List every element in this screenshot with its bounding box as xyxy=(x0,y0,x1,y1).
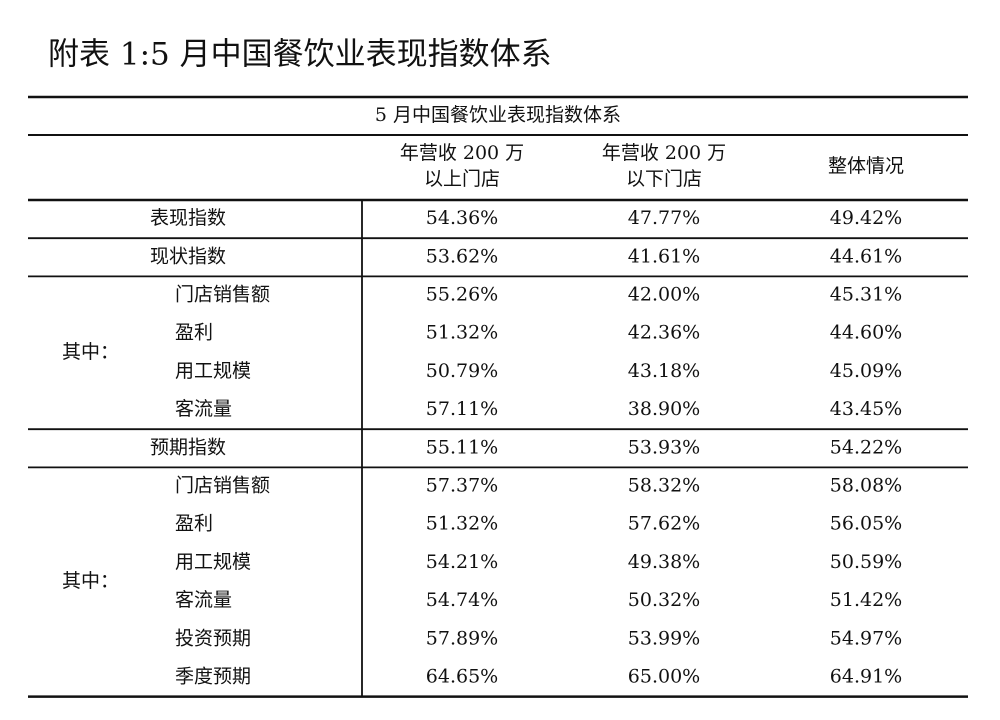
cell: 58.08% xyxy=(830,475,902,497)
cell: 54.74% xyxy=(426,589,498,611)
cell: 54.97% xyxy=(830,627,902,649)
header-cell: 年营收 200 万 xyxy=(602,142,726,164)
cell: 58.32% xyxy=(628,475,700,497)
cell: 42.00% xyxy=(628,284,700,306)
group-label: 其中： xyxy=(62,570,119,592)
row-label: 季度预期 xyxy=(175,666,251,688)
cell: 51.42% xyxy=(830,589,902,611)
row-label: 表现指数 xyxy=(150,207,226,229)
cell: 54.36% xyxy=(426,207,498,229)
row-label: 门店销售额 xyxy=(175,475,270,497)
cell: 53.62% xyxy=(426,245,498,267)
cell: 50.32% xyxy=(628,589,700,611)
row-label: 门店销售额 xyxy=(175,284,270,306)
cell: 45.09% xyxy=(830,360,902,382)
cell: 50.79% xyxy=(426,360,498,382)
page-title: 附表 1:5 月中国餐饮业表现指数体系 xyxy=(48,37,552,73)
header-cell: 以上门店 xyxy=(424,168,500,190)
cell: 55.26% xyxy=(426,284,498,306)
cell: 51.32% xyxy=(426,322,498,344)
group-label: 其中： xyxy=(62,341,119,363)
row-label: 客流量 xyxy=(175,398,232,420)
cell: 64.91% xyxy=(830,666,902,688)
cell: 56.05% xyxy=(830,513,902,535)
cell: 49.42% xyxy=(830,207,902,229)
cell: 38.90% xyxy=(628,398,700,420)
cell: 43.18% xyxy=(628,360,700,382)
row-label: 用工规模 xyxy=(175,551,251,573)
row-label: 盈利 xyxy=(175,513,213,535)
cell: 41.61% xyxy=(628,245,700,267)
cell: 42.36% xyxy=(628,322,700,344)
cell: 44.61% xyxy=(830,245,902,267)
row-label: 客流量 xyxy=(175,589,232,611)
cell: 53.99% xyxy=(628,627,700,649)
cell: 55.11% xyxy=(426,436,498,458)
cell: 57.62% xyxy=(628,513,700,535)
table-caption: 5 月中国餐饮业表现指数体系 xyxy=(375,104,621,126)
cell: 45.31% xyxy=(830,284,902,306)
row-label: 现状指数 xyxy=(150,245,226,267)
row-label: 预期指数 xyxy=(150,436,226,458)
cell: 54.22% xyxy=(830,436,902,458)
cell: 53.93% xyxy=(628,436,700,458)
header-cell: 年营收 200 万 xyxy=(400,142,524,164)
header-cell: 以下门店 xyxy=(626,168,702,190)
cell: 44.60% xyxy=(830,322,902,344)
cell: 64.65% xyxy=(426,666,498,688)
cell: 57.37% xyxy=(426,475,498,497)
cell: 43.45% xyxy=(830,398,902,420)
cell: 50.59% xyxy=(830,551,902,573)
cell: 57.11% xyxy=(426,398,498,420)
cell: 47.77% xyxy=(628,207,700,229)
row-label: 投资预期 xyxy=(175,627,251,649)
cell: 54.21% xyxy=(426,551,498,573)
cell: 65.00% xyxy=(628,666,700,688)
cell: 57.89% xyxy=(426,627,498,649)
cell: 49.38% xyxy=(628,551,700,573)
row-label: 盈利 xyxy=(175,322,213,344)
header-cell: 整体情况 xyxy=(828,155,904,177)
cell: 51.32% xyxy=(426,513,498,535)
row-label: 用工规模 xyxy=(175,360,251,382)
